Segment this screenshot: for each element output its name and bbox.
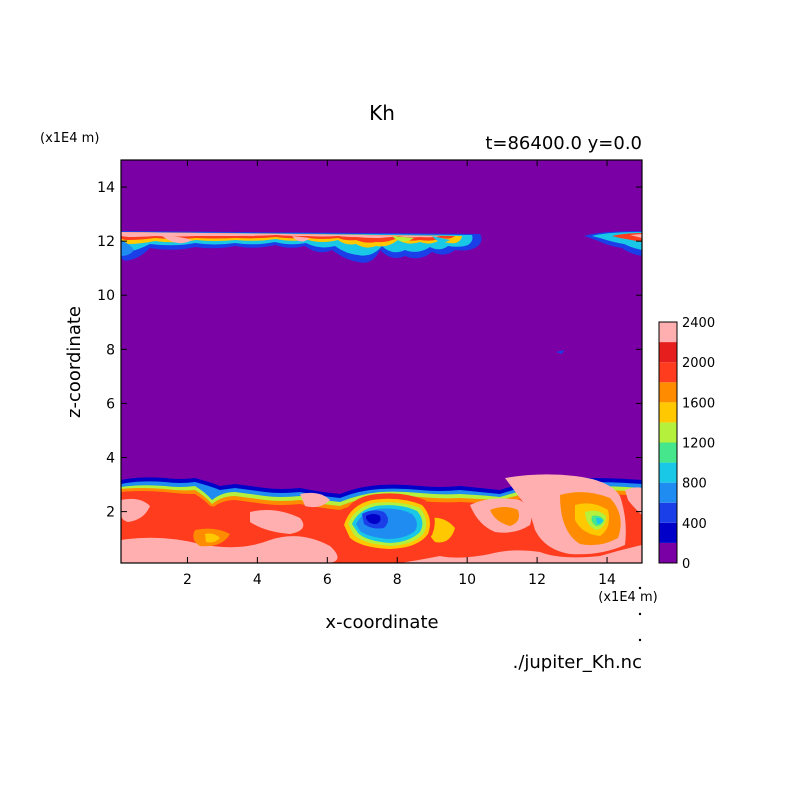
colorbar-swatch (659, 462, 677, 483)
y-axis: 2 4 6 8 10 12 14 (97, 180, 642, 521)
x-tick-label: 8 (393, 572, 402, 588)
colorbar-tick-label: 1200 (682, 437, 715, 452)
colorbar-swatch (659, 542, 677, 563)
colorbar-swatch (659, 422, 677, 443)
y-tick-label: 2 (106, 505, 115, 521)
y-unit-label: (x1E4 m) (40, 131, 99, 146)
x-tick-label: 4 (253, 572, 262, 588)
colorbar-tick-label: 400 (682, 517, 707, 532)
y-tick-label: 12 (97, 234, 115, 250)
upper-layer-right (584, 231, 642, 256)
colorbar-swatch (659, 322, 677, 343)
lower-boundary-layer (121, 474, 642, 563)
colorbar-swatch (659, 522, 677, 543)
y-tick-label: 10 (97, 288, 115, 304)
colorbar-tick-label: 800 (682, 477, 707, 492)
upper-turbulent-layer (121, 231, 564, 354)
chart-title: Kh (369, 101, 395, 125)
colorbar-swatch (659, 342, 677, 363)
x-axis: 2 4 6 8 10 12 14 (183, 160, 616, 588)
contour-field (121, 231, 642, 563)
colorbar-tick-label: 0 (682, 557, 690, 572)
x-unit-label: (x1E4 m) (598, 590, 657, 605)
y-tick-label: 14 (97, 180, 115, 196)
colorbar-tick-label: 2000 (682, 356, 715, 371)
chart-subtitle: t=86400.0 y=0.0 (485, 133, 642, 154)
x-axis-label: x-coordinate (325, 612, 438, 633)
y-tick-label: 4 (106, 451, 115, 467)
colorbar-swatch (659, 362, 677, 383)
colorbar: 0 400 800 1200 1600 2000 2400 (658, 316, 715, 572)
dot-markers (638, 586, 642, 642)
x-tick-label: 6 (323, 572, 332, 588)
plot-frame (120, 159, 643, 564)
colorbar-tick-label: 1600 (682, 396, 715, 411)
colorbar-frame (658, 321, 678, 564)
colorbar-swatch (659, 442, 677, 463)
x-tick-label: 10 (458, 572, 476, 588)
colorbar-swatch (659, 402, 677, 423)
colorbar-swatch (659, 382, 677, 403)
y-axis-label: z-coordinate (64, 306, 85, 418)
y-tick-label: 6 (106, 396, 115, 412)
x-tick-label: 14 (598, 572, 616, 588)
colorbar-swatch (659, 482, 677, 503)
source-filename: ./jupiter_Kh.nc (513, 652, 642, 673)
y-tick-label: 8 (106, 342, 115, 358)
x-tick-label: 12 (528, 572, 546, 588)
x-tick-label: 2 (183, 572, 192, 588)
colorbar-swatch (659, 502, 677, 523)
colorbar-tick-label: 2400 (682, 316, 715, 331)
